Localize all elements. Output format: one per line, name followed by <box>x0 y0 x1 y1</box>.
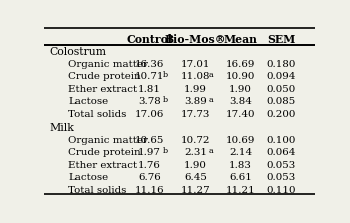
Text: Organic matter: Organic matter <box>68 60 148 68</box>
Text: SEM: SEM <box>267 35 295 45</box>
Text: 10.69: 10.69 <box>226 136 255 145</box>
Text: 0.053: 0.053 <box>266 161 296 170</box>
Text: 2.31: 2.31 <box>184 148 207 157</box>
Text: Control: Control <box>127 35 173 45</box>
Text: 6.45: 6.45 <box>184 173 207 182</box>
Text: 11.27: 11.27 <box>181 186 210 195</box>
Text: 0.200: 0.200 <box>266 110 296 119</box>
Text: 0.110: 0.110 <box>266 186 296 195</box>
Text: Lactose: Lactose <box>68 173 108 182</box>
Text: Lactose: Lactose <box>68 97 108 106</box>
Text: 1.90: 1.90 <box>229 85 252 94</box>
Text: Total solids: Total solids <box>68 186 127 195</box>
Text: Organic matter: Organic matter <box>68 136 148 145</box>
Text: b: b <box>162 71 168 79</box>
Text: 1.81: 1.81 <box>138 85 161 94</box>
Text: 1.83: 1.83 <box>229 161 252 170</box>
Text: b: b <box>162 147 168 155</box>
Text: 17.73: 17.73 <box>181 110 210 119</box>
Text: 0.100: 0.100 <box>266 136 296 145</box>
Text: 3.84: 3.84 <box>229 97 252 106</box>
Text: Crude protein: Crude protein <box>68 72 141 81</box>
Text: Colostrum: Colostrum <box>49 47 106 57</box>
Text: 0.085: 0.085 <box>266 97 296 106</box>
Text: 3.89: 3.89 <box>184 97 207 106</box>
Text: a: a <box>209 96 214 104</box>
Text: 17.40: 17.40 <box>226 110 255 119</box>
Text: 0.180: 0.180 <box>266 60 296 68</box>
Text: 1.97: 1.97 <box>138 148 161 157</box>
Text: 2.14: 2.14 <box>229 148 252 157</box>
Text: 3.78: 3.78 <box>138 97 161 106</box>
Text: 16.36: 16.36 <box>135 60 164 68</box>
Text: 10.65: 10.65 <box>135 136 164 145</box>
Text: 0.064: 0.064 <box>266 148 296 157</box>
Text: 6.61: 6.61 <box>229 173 252 182</box>
Text: 17.06: 17.06 <box>135 110 164 119</box>
Text: 10.71: 10.71 <box>135 72 164 81</box>
Text: 11.08: 11.08 <box>181 72 210 81</box>
Text: Ether extract: Ether extract <box>68 161 137 170</box>
Text: b: b <box>162 96 168 104</box>
Text: 10.72: 10.72 <box>181 136 210 145</box>
Text: Total solids: Total solids <box>68 110 127 119</box>
Text: 1.76: 1.76 <box>138 161 161 170</box>
Text: Bio-Mos®: Bio-Mos® <box>165 35 226 45</box>
Text: a: a <box>209 71 214 79</box>
Text: 10.90: 10.90 <box>226 72 255 81</box>
Text: 11.21: 11.21 <box>225 186 255 195</box>
Text: 0.053: 0.053 <box>266 173 296 182</box>
Text: 1.90: 1.90 <box>184 161 207 170</box>
Text: Mean: Mean <box>223 35 257 45</box>
Text: 6.76: 6.76 <box>138 173 161 182</box>
Text: 17.01: 17.01 <box>181 60 210 68</box>
Text: a: a <box>209 147 214 155</box>
Text: 11.16: 11.16 <box>135 186 164 195</box>
Text: Ether extract: Ether extract <box>68 85 137 94</box>
Text: 0.050: 0.050 <box>266 85 296 94</box>
Text: 16.69: 16.69 <box>226 60 255 68</box>
Text: Crude protein: Crude protein <box>68 148 141 157</box>
Text: 0.094: 0.094 <box>266 72 296 81</box>
Text: Milk: Milk <box>49 123 74 133</box>
Text: 1.99: 1.99 <box>184 85 207 94</box>
